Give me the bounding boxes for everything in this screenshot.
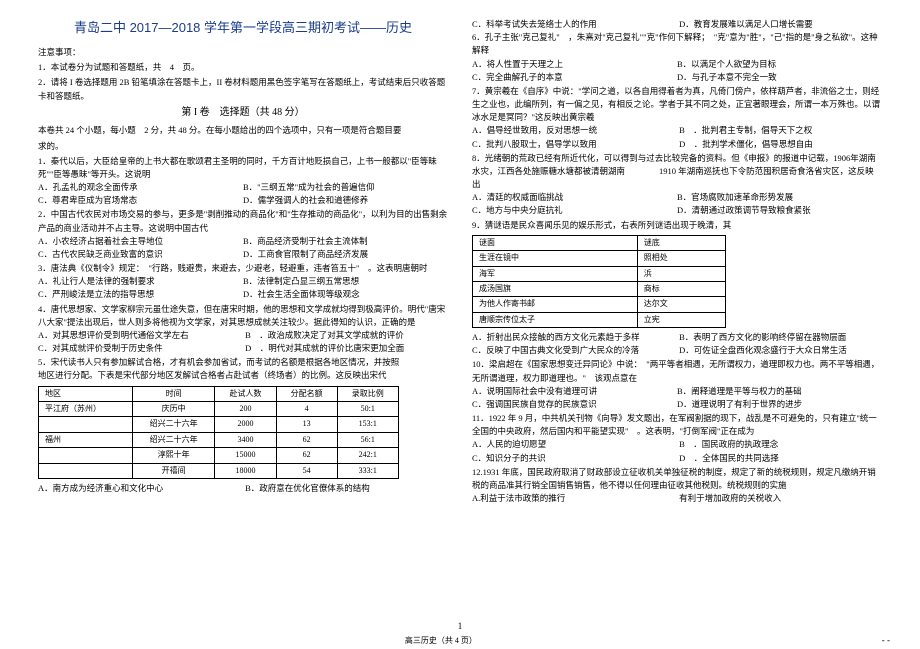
q3-opt-a: A．礼让行人是法律的强制要求 bbox=[38, 275, 243, 288]
q5-opt-d: D．教育发展难以满足人口增长需要 bbox=[679, 18, 813, 31]
q7-opt-c: C．批判八股取士，倡导学以致用 bbox=[472, 138, 677, 151]
q7-opt-a: A．倡导经世致用，反对思想一统 bbox=[472, 124, 677, 137]
q9-table: 谜面谜底 生涯在镜中照相处 海军浜 成汤国旗商标 为他人作寄书邮达尔文 唐顺宗传… bbox=[472, 235, 726, 328]
q5-opt-a: A．南方成为经济重心和文化中心 bbox=[38, 482, 243, 495]
question-5: 5．宋代读书人只有参加解试合格，才有机会参加省试，而考试的名额是根据各地区情况，… bbox=[38, 356, 448, 495]
table-header: 赴试人数 bbox=[215, 386, 276, 401]
q7-opt-b: B ．批判君主专制，倡导天下之权 bbox=[679, 124, 812, 137]
q5-opt-b: B．政府意在优化官僚体系的结构 bbox=[245, 482, 370, 495]
q2-opt-b: B．商品经济受制于社会主流体制 bbox=[243, 235, 448, 248]
question-7: 7．黄宗羲在《自序》中说："学问之道，以各自用得着者为真，凡倚门傍户，依样葫芦者… bbox=[472, 85, 882, 151]
q8-opt-b: B．官场腐败加速革命形势发展 bbox=[677, 191, 882, 204]
question-12: 12.1931 年底，国民政府取消了财政部设立征收机关单独征税的制度，规定了新的… bbox=[472, 466, 882, 506]
q10-opt-b: B．阐释道理是平等与权力的基础 bbox=[677, 385, 882, 398]
question-8: 8．光绪朝的荒政已经有所近代化，可以得到与过去比较完备的资料。但《申报》的报道中… bbox=[472, 152, 882, 218]
page-number: 1 bbox=[458, 621, 463, 631]
q9-opt-b: B．表明了西方文化的影响终停留在器物层面 bbox=[679, 331, 846, 344]
q5-opt-c: C．科举考试失去笼络士人的作用 bbox=[472, 18, 677, 31]
q8-opt-c: C．地方与中央分庭抗礼 bbox=[472, 204, 677, 217]
q1-stem: 1．秦代以后，大臣给皇帝的上书大都在歌颂君主圣明的同时，千方百计地贬损自己，上书… bbox=[38, 155, 448, 181]
q8-opt-d: D．清朝通过政策调节导致粮食紧张 bbox=[677, 204, 882, 217]
q1-opt-d: D．儒学强调人的社会和道德修养 bbox=[243, 194, 448, 207]
q4-opt-a: A．对其思想评价受到明代通俗文学左右 bbox=[38, 329, 243, 342]
table-header: 谜底 bbox=[637, 235, 725, 250]
q12-stem: 12.1931 年底，国民政府取消了财政部设立征收机关单独征税的制度，规定了新的… bbox=[472, 466, 882, 492]
q6-opt-c: C．完全曲解孔子的本意 bbox=[472, 71, 677, 84]
q9-opt-d: D．可佐证全盘西化观念盛行于大众日常生活 bbox=[679, 344, 847, 357]
question-11: 11．1922 年 9 月，中共机关刊物《向导》发文题出，在军阀割据的现下，战乱… bbox=[472, 412, 882, 465]
q11-opt-c: C．知识分子的共识 bbox=[472, 452, 677, 465]
right-column: C．科举考试失去笼络士人的作用 D．教育发展难以满足人口增长需要 6．孔子主张"… bbox=[460, 18, 894, 620]
q8-opt-a: A．清廷的权威面临挑战 bbox=[472, 191, 677, 204]
table-header: 谜面 bbox=[473, 235, 638, 250]
q1-opt-b: B．"三纲五常"成为社会的普遍信仰 bbox=[243, 181, 448, 194]
q11-opt-b: B ．国民政府的执政理念 bbox=[679, 438, 778, 451]
footer-sub: 高三历史（共 4 页） bbox=[405, 636, 477, 645]
q5-stem2: 地区进行分配。下表是宋代部分地区发解试合格者占赴试者（终场者）的比例。这反映出宋… bbox=[38, 369, 448, 382]
q6-opt-d: D．与孔子本意不完全一致 bbox=[677, 71, 882, 84]
q7-stem: 7．黄宗羲在《自序》中说："学问之道，以各自用得着者为真，凡倚门傍户，依样葫芦者… bbox=[472, 85, 882, 125]
q11-opt-d: D ．全体国民的共同选择 bbox=[679, 452, 779, 465]
question-2: 2．中国古代农民对市场交易的参与，更多是"剥削推动的商品化"和"生存推动的商品化… bbox=[38, 208, 448, 261]
table-header: 录取比例 bbox=[337, 386, 398, 401]
intro-2: 求的。 bbox=[38, 140, 448, 153]
question-4: 4．唐代思想家、文学家柳宗元虽仕途失意，但在唐宋时期，他的思想和文学成就均得到极… bbox=[38, 303, 448, 356]
q7-opt-d: D ．批判学术僵化，倡导思想自由 bbox=[679, 138, 813, 151]
q1-opt-a: A．孔孟礼的观念全面传承 bbox=[38, 181, 243, 194]
exam-title: 青岛二中 2017—2018 学年第一学段高三期初考试——历史 bbox=[38, 18, 448, 38]
notice-2: 2．请将 I 卷选择题用 2B 铅笔填涂在答题卡上，II 卷材料题用黑色签字笔写… bbox=[38, 76, 448, 102]
question-1: 1．秦代以后，大臣给皇帝的上书大都在歌颂君主圣明的同时，千方百计地贬损自己，上书… bbox=[38, 155, 448, 208]
q3-stem: 3．唐法典《仪制令》规定： "行路，贱避贵，来避去，少避老，轻避重，违者笞五十"… bbox=[38, 262, 448, 275]
q4-opt-b: B ．政治成败决定了对其文学成就的评价 bbox=[245, 329, 404, 342]
question-3: 3．唐法典《仪制令》规定： "行路，贱避贵，来避去，少避老，轻避重，违者笞五十"… bbox=[38, 262, 448, 302]
notice-1: 1．本试卷分为试题和答题纸，共 4 页。 bbox=[38, 61, 448, 74]
q6-stem: 6．孔子主张"克己复礼" ，朱熹对"克己复礼""克"作何下解释； "克"意为"胜… bbox=[472, 31, 882, 57]
q11-stem: 11．1922 年 9 月，中共机关刊物《向导》发文题出，在军阀割据的现下，战乱… bbox=[472, 412, 882, 438]
table-header: 地区 bbox=[39, 386, 133, 401]
q4-opt-c: C．对其成就评价受制于历史条件 bbox=[38, 342, 243, 355]
table-header: 分配名额 bbox=[276, 386, 337, 401]
q3-opt-c: C．严刑峻法是立法的指导思想 bbox=[38, 288, 243, 301]
q2-opt-c: C．古代农民缺乏商业致富的意识 bbox=[38, 248, 243, 261]
q3-opt-d: D．社会生活全面体现等级观念 bbox=[243, 288, 448, 301]
section-1-head: 第 I 卷 选择题（共 48 分） bbox=[38, 105, 448, 121]
q12-opt-a: A.利益于法市政策的推行 bbox=[472, 492, 677, 505]
notice-label: 注意事项： bbox=[38, 46, 448, 59]
q1-opt-c: C．尊君卑臣成为官场常态 bbox=[38, 194, 243, 207]
left-column: 青岛二中 2017—2018 学年第一学段高三期初考试——历史 注意事项： 1．… bbox=[26, 18, 460, 620]
q2-opt-a: A．小农经济占据着社会主导地位 bbox=[38, 235, 243, 248]
q6-opt-a: A．将人性置于天理之上 bbox=[472, 58, 677, 71]
q12-opt-b: 有利于增加政府的关税收入 bbox=[679, 492, 781, 505]
q10-opt-d: D．道理说明了有利于世界的进步 bbox=[677, 398, 882, 411]
question-10: 10．梁启超在《国家思想变迁异同论》中说： "两平等者相遇，无所谓权力，道理即权… bbox=[472, 358, 882, 411]
intro-1: 本卷共 24 个小题，每小题 2 分，共 48 分。在每小题给出的四个选项中，只… bbox=[38, 124, 448, 137]
q8-stem: 8．光绪朝的荒政已经有所近代化，可以得到与过去比较完备的资料。但《申报》的报道中… bbox=[472, 152, 882, 192]
q11-opt-a: A．人民的迫切愿望 bbox=[472, 438, 677, 451]
q5-table: 地区 时间 赴试人数 分配名额 录取比例 平江府（苏州）庆历中200450:1 … bbox=[38, 386, 399, 479]
q3-opt-b: B．法律制定凸显三纲五常思想 bbox=[243, 275, 448, 288]
q9-opt-a: A．折射出民众接触的西方文化元素趋于多样 bbox=[472, 331, 677, 344]
q9-opt-c: C．反映了中国古典文化受到广大民众的冷落 bbox=[472, 344, 677, 357]
q2-opt-d: D．工商食官限制了商品经济发展 bbox=[243, 248, 448, 261]
q5-stem: 5．宋代读书人只有参加解试合格，才有机会参加省试，而考试的名额是根据各地区情况，… bbox=[38, 356, 448, 369]
table-header: 时间 bbox=[132, 386, 215, 401]
question-6: 6．孔子主张"克己复礼" ，朱熹对"克己复礼""克"作何下解释； "克"意为"胜… bbox=[472, 31, 882, 84]
q10-stem: 10．梁启超在《国家思想变迁异同论》中说： "两平等者相遇，无所谓权力，道理即权… bbox=[472, 358, 882, 384]
q10-opt-a: A．说明国际社会中没有道理可讲 bbox=[472, 385, 677, 398]
q6-opt-b: B．以满足个人欲望为目标 bbox=[677, 58, 882, 71]
q4-stem: 4．唐代思想家、文学家柳宗元虽仕途失意，但在唐宋时期，他的思想和文学成就均得到极… bbox=[38, 303, 448, 329]
q2-stem: 2．中国古代农民对市场交易的参与，更多是"剥削推动的商品化"和"生存推动的商品化… bbox=[38, 208, 448, 234]
question-9: 9．猜谜语是民众喜闻乐见的娱乐形式，右表所列谜语出现于晚清，其 谜面谜底 生涯在… bbox=[472, 219, 882, 358]
q9-stem: 9．猜谜语是民众喜闻乐见的娱乐形式，右表所列谜语出现于晚清，其 bbox=[472, 219, 882, 232]
footer: 1 高三历史（共 4 页） - - bbox=[0, 620, 920, 648]
q10-opt-c: C．强调国民族自觉存的民族意识 bbox=[472, 398, 677, 411]
q4-opt-d: D ．明代对其成就的评价比唐宋更加全面 bbox=[245, 342, 404, 355]
